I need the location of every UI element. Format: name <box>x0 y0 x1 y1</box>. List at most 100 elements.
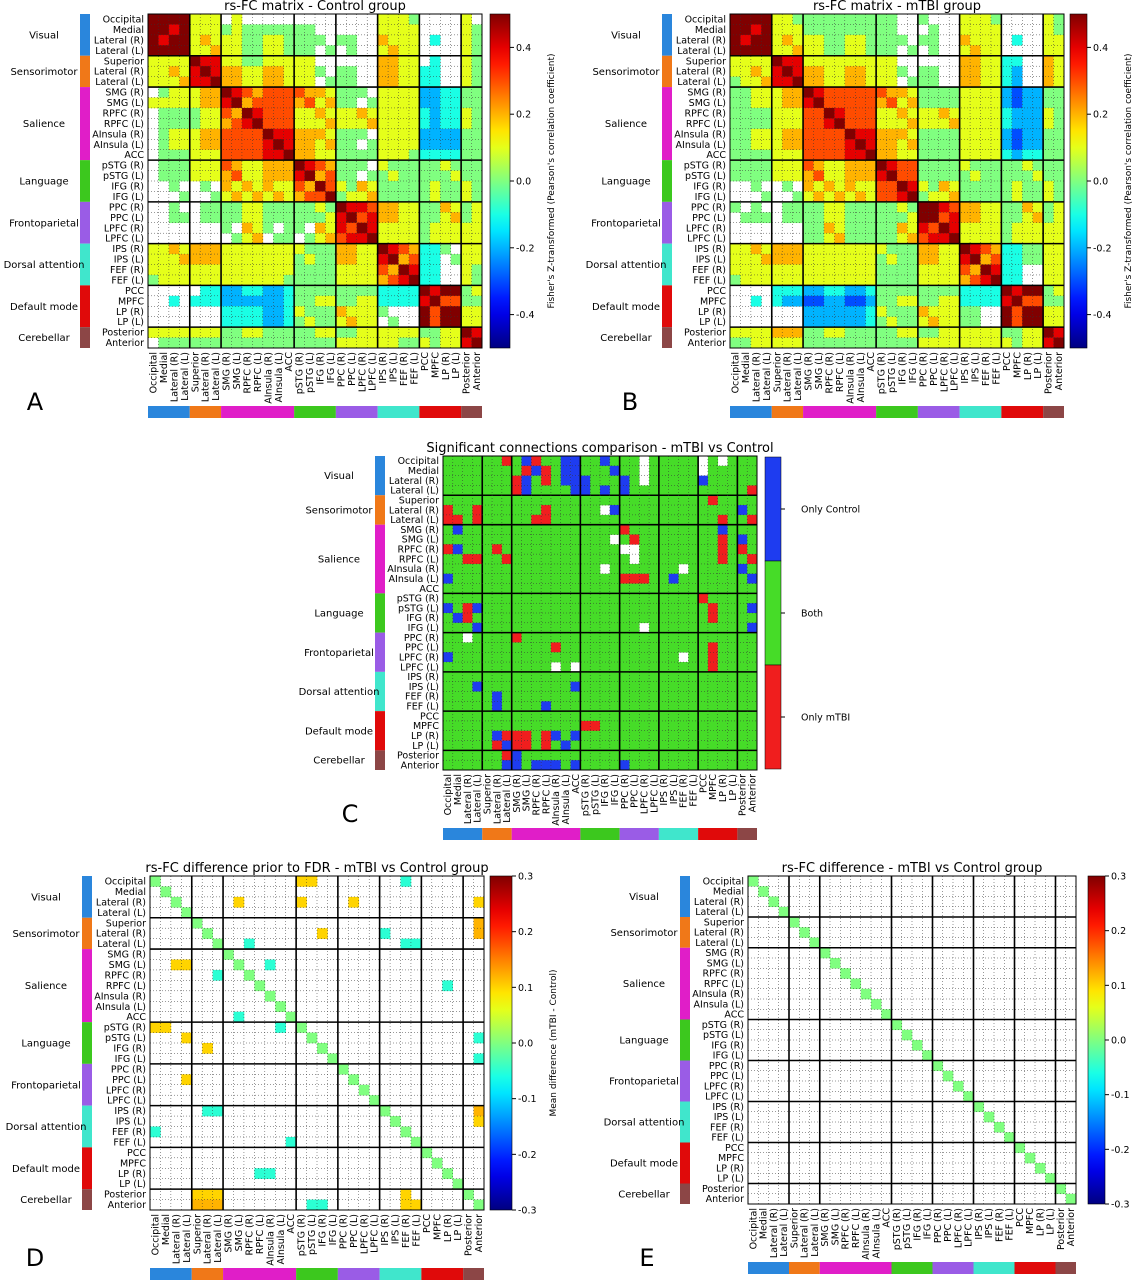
cell <box>907 170 919 182</box>
row-label: pSTG (L) <box>703 1030 744 1041</box>
cell <box>158 337 170 349</box>
cell <box>294 285 305 297</box>
cell <box>876 243 887 255</box>
column-label: Medial <box>453 774 464 805</box>
cell <box>294 264 305 276</box>
network-label: Visual <box>629 892 659 903</box>
cell <box>189 118 201 130</box>
cell <box>834 212 846 224</box>
cell <box>388 139 399 150</box>
cell <box>844 274 856 286</box>
cell <box>803 274 814 286</box>
cell <box>823 107 835 119</box>
cell <box>844 222 856 234</box>
cell <box>419 160 431 171</box>
cell <box>492 544 503 555</box>
cell <box>707 583 719 594</box>
column-label: IPS (L) <box>391 1214 402 1244</box>
cell <box>639 544 650 555</box>
row-label: LPFC (R) <box>704 1081 744 1092</box>
chart-title: rs-FC difference prior to FDR - mTBI vs … <box>145 861 488 876</box>
cell <box>221 222 232 234</box>
cell <box>792 66 804 77</box>
cell <box>639 514 650 525</box>
cell <box>980 222 992 234</box>
cell <box>241 337 253 349</box>
cell <box>1011 212 1023 224</box>
cell <box>346 170 358 182</box>
cell <box>158 14 170 25</box>
network-bar <box>959 406 1002 418</box>
column-label: IFG (L) <box>923 1208 934 1239</box>
cell <box>283 243 295 255</box>
cell <box>609 456 620 467</box>
cell <box>619 720 630 732</box>
cell <box>241 97 253 109</box>
cell <box>855 66 866 77</box>
cell <box>750 55 762 67</box>
cell <box>761 212 773 224</box>
cell <box>262 201 274 213</box>
cell <box>727 475 738 486</box>
cell <box>727 740 738 751</box>
cell <box>200 14 211 25</box>
cell <box>388 149 399 161</box>
cell <box>472 465 483 476</box>
network-bar <box>82 1063 92 1106</box>
cell <box>521 642 532 653</box>
cell <box>492 730 503 741</box>
column-label: LPFC (R) <box>953 1208 964 1248</box>
cell <box>148 264 159 276</box>
cell <box>419 128 431 140</box>
cell <box>792 337 804 349</box>
cell <box>949 139 960 150</box>
cell <box>897 87 908 98</box>
cell <box>959 306 971 317</box>
cell <box>550 760 562 771</box>
cell <box>541 573 552 584</box>
cell <box>501 505 512 516</box>
cell <box>609 671 620 682</box>
cell <box>730 327 741 338</box>
cell <box>462 671 473 682</box>
cell <box>865 97 877 109</box>
cell <box>740 128 752 140</box>
panel-letter: C <box>342 800 359 828</box>
cell <box>148 243 159 255</box>
cell <box>813 316 825 328</box>
cell <box>461 233 472 244</box>
network-bar <box>680 1101 690 1143</box>
cell <box>398 243 410 255</box>
cell <box>740 327 752 338</box>
column-label: SMG (L) <box>830 1208 841 1245</box>
cell <box>462 554 473 565</box>
cell <box>1022 295 1033 307</box>
cell <box>492 642 503 653</box>
cell <box>980 327 992 338</box>
cell <box>727 760 738 771</box>
cell <box>294 327 305 338</box>
cell <box>283 254 295 265</box>
cell <box>688 524 699 535</box>
column-label: FEF (L) <box>1005 1208 1016 1241</box>
cell <box>325 201 337 213</box>
cell <box>398 107 410 119</box>
cell <box>221 76 232 88</box>
cell <box>189 45 201 57</box>
cell <box>771 254 783 265</box>
cell <box>698 681 709 692</box>
cell <box>521 711 532 722</box>
cell <box>443 495 454 506</box>
row-label: Anterior <box>108 1200 146 1211</box>
matrix-border <box>147 13 483 349</box>
column-label: LP (L) <box>453 1214 464 1241</box>
cell <box>600 583 611 594</box>
cell <box>304 295 316 307</box>
cell <box>482 613 493 624</box>
column-label: PCC <box>1015 1208 1026 1227</box>
cell <box>959 233 971 244</box>
cell <box>747 524 758 535</box>
column-label: Posterior <box>1056 1208 1067 1250</box>
cell <box>550 465 562 476</box>
cell <box>429 97 441 109</box>
